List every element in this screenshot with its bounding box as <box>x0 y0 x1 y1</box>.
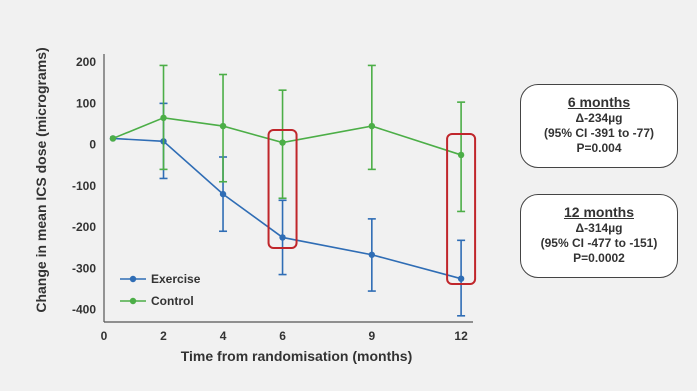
annotation-line: Δ-314µg <box>575 221 623 235</box>
y-tick-label: 200 <box>76 55 96 69</box>
x-axis-label: Time from randomisation (months) <box>181 348 413 364</box>
highlight-box <box>267 129 298 249</box>
x-tick-label: 12 <box>454 329 468 343</box>
data-point <box>219 190 227 198</box>
data-point <box>368 251 376 258</box>
legend-marker <box>129 275 137 283</box>
annotation-line: P=0.0002 <box>573 251 625 265</box>
y-tick-label: -100 <box>72 179 96 193</box>
data-point <box>457 151 465 159</box>
annotation-line: P=0.004 <box>576 141 622 155</box>
x-tick-label: 6 <box>279 329 286 343</box>
x-tick-label: 4 <box>220 329 227 343</box>
series-line <box>112 137 462 280</box>
y-tick-label: -300 <box>72 261 96 275</box>
legend-label: Exercise <box>151 272 201 286</box>
x-tick-label: 9 <box>368 329 375 343</box>
legend-marker <box>129 297 137 305</box>
annotation-heading: 6 months <box>567 94 631 110</box>
annotation-line: (95% CI -391 to -77) <box>543 126 655 140</box>
data-point <box>368 122 376 130</box>
data-point <box>279 234 286 241</box>
highlight-box <box>446 133 477 285</box>
annotation-line: (95% CI -477 to -151) <box>540 236 658 250</box>
y-tick-label: 100 <box>76 96 96 110</box>
legend-label: Control <box>151 294 194 308</box>
x-tick-label: 0 <box>101 329 108 343</box>
data-point <box>109 135 117 142</box>
series-line <box>112 116 462 156</box>
y-axis-label: Change in mean ICS dose (micrograms) <box>33 47 49 312</box>
data-point <box>457 275 465 282</box>
y-tick-label: 0 <box>89 138 96 152</box>
x-tick-label: 2 <box>160 329 167 343</box>
y-tick-label: -400 <box>72 303 96 317</box>
y-tick-label: -200 <box>72 220 96 234</box>
annotation-6-months: 6 months Δ-234µg (95% CI -391 to -77) P=… <box>520 84 678 168</box>
data-point <box>279 139 286 146</box>
annotation-12-months: 12 months Δ-314µg (95% CI -477 to -151) … <box>520 194 678 278</box>
annotation-heading: 12 months <box>563 204 634 220</box>
data-point <box>160 114 167 122</box>
annotation-line: Δ-234µg <box>575 111 623 125</box>
data-point <box>219 122 227 130</box>
